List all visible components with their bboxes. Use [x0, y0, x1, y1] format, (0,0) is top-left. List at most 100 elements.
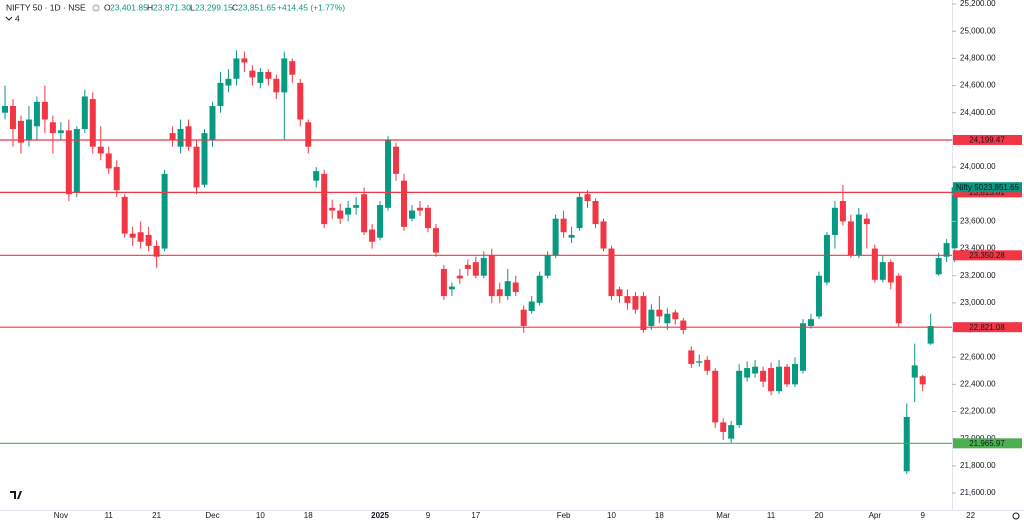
candle-body [161, 173, 168, 249]
candle-body [193, 146, 200, 188]
y-tick-label: 22,000.00 [960, 434, 996, 443]
candle-body [249, 70, 256, 78]
candle-body [584, 194, 591, 202]
candle-body [97, 146, 104, 154]
candle-body [424, 207, 431, 229]
candle-body [313, 171, 320, 181]
candle-body [784, 366, 791, 385]
x-tick-label: 9 [920, 511, 925, 520]
candle-body [855, 214, 862, 256]
candle-body [576, 196, 583, 229]
candle-body [145, 234, 152, 246]
candle-body [416, 207, 423, 211]
level-label: 24,199.47 [969, 136, 1005, 145]
candle-body [241, 58, 248, 63]
candle-body [951, 187, 958, 249]
candle-body [65, 130, 72, 195]
y-tick-label: 23,400.00 [960, 244, 996, 253]
x-tick-label: Nov [54, 511, 68, 520]
candle-body [720, 422, 727, 432]
last-price-label: 23,851.65 [983, 183, 1019, 192]
candle-body [839, 201, 846, 222]
candle-body [480, 258, 487, 276]
level-label: 23,350.28 [969, 251, 1005, 260]
candle-body [353, 205, 360, 208]
last-price-name: Nifty 50 [956, 183, 984, 192]
y-tick-label: 23,200.00 [960, 271, 996, 280]
candle-body [664, 313, 671, 324]
candle-body [512, 282, 519, 293]
y-tick-label: 22,400.00 [960, 379, 996, 388]
candle-body [225, 78, 232, 86]
high-label: H [147, 2, 153, 12]
candle-body [568, 234, 575, 238]
candle-body [177, 129, 184, 147]
candle-body [153, 245, 160, 257]
level-label-box [953, 438, 1022, 449]
candle-body [744, 368, 751, 378]
candle-body [752, 366, 759, 374]
candle-body [768, 368, 775, 392]
candle-body [456, 275, 463, 279]
candle-body [73, 129, 80, 193]
candle-body [25, 119, 32, 140]
settings-icon[interactable] [1012, 512, 1020, 520]
candle-body [504, 281, 511, 297]
candle-body [815, 275, 822, 317]
candle-body [185, 126, 192, 147]
indicators-toggle[interactable] [5, 16, 13, 21]
candle-body [488, 255, 495, 297]
candle-body [656, 309, 663, 317]
y-tick-label: 24,600.00 [960, 81, 996, 90]
candle-body [289, 61, 296, 75]
candle-body [919, 376, 926, 385]
candle-body [688, 350, 695, 364]
symbol: NIFTY 50 · 1D · NSE [6, 2, 86, 12]
candle-body [648, 309, 655, 326]
candle-body [544, 255, 551, 276]
candle-body [169, 133, 176, 140]
level-label-box [953, 322, 1022, 333]
y-tick-label: 25,200.00 [960, 0, 996, 8]
candle-body [935, 258, 942, 275]
candle-body [257, 71, 264, 83]
x-tick-label: Apr [869, 511, 882, 520]
candle-body [361, 194, 368, 233]
candle-body [17, 120, 24, 143]
open-label: O [104, 2, 111, 12]
candle-body [113, 167, 120, 191]
x-tick-label: 22 [966, 511, 975, 520]
candle-body [448, 286, 455, 290]
candle-body [736, 370, 743, 426]
x-tick-label: Dec [205, 511, 219, 520]
candle-body [329, 207, 336, 211]
close-label: C [232, 2, 238, 12]
low-label: L [190, 2, 195, 12]
x-tick-label: 10 [607, 511, 616, 520]
candle-body [496, 289, 503, 297]
candle-body [600, 221, 607, 249]
candle-body [265, 71, 272, 79]
y-tick-label: 23,600.00 [960, 216, 996, 225]
candle-body [137, 232, 144, 242]
tv-logo [9, 489, 23, 501]
y-tick-label: 22,200.00 [960, 407, 996, 416]
status-icon [92, 4, 100, 12]
y-tick-label: 24,000.00 [960, 162, 996, 171]
candle-body [305, 122, 312, 147]
candle-body [911, 365, 918, 378]
candle-body [201, 133, 208, 185]
candle-body [89, 99, 96, 147]
open-value: 23,401.85 [110, 2, 148, 12]
candle-body [121, 196, 128, 234]
candle-body [2, 105, 8, 113]
candle-body [871, 248, 878, 280]
level-label: 21,965.97 [969, 439, 1005, 448]
candle-body [863, 218, 870, 225]
candle-body [728, 425, 735, 439]
candle-body [273, 78, 280, 93]
x-tick-label: 11 [105, 511, 114, 520]
candle-body [81, 96, 88, 130]
x-tick-label: 2025 [371, 511, 389, 520]
y-tick-label: 24,800.00 [960, 54, 996, 63]
